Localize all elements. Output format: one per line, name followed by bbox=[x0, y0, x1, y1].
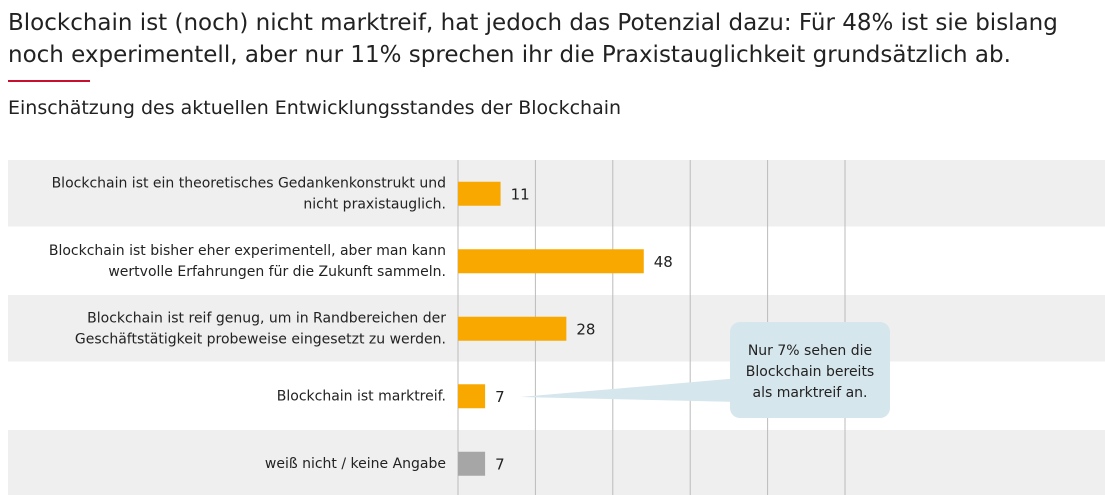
category-label: Blockchain ist bisher eher experimentell… bbox=[49, 243, 446, 259]
bar bbox=[458, 181, 501, 206]
chart-title: Blockchain ist (noch) nicht marktreif, h… bbox=[8, 10, 1058, 36]
category-label: Geschäftstätigkeit probeweise eingesetzt… bbox=[75, 331, 446, 347]
bar bbox=[458, 316, 567, 341]
annotation: Blockchain bereits bbox=[746, 364, 874, 380]
bar bbox=[458, 384, 486, 409]
data-label: 7 bbox=[495, 455, 505, 473]
title-underline bbox=[8, 80, 90, 82]
data-label: 7 bbox=[495, 388, 505, 406]
data-label: 28 bbox=[576, 320, 595, 338]
category-label: wertvolle Erfahrungen für die Zukunft sa… bbox=[108, 264, 446, 280]
category-label: nicht praxistauglich. bbox=[303, 196, 446, 212]
chart-subtitle: Einschätzung des aktuellen Entwicklungss… bbox=[8, 97, 621, 119]
data-label: 48 bbox=[654, 253, 673, 271]
bar bbox=[458, 249, 644, 274]
callout-box bbox=[730, 322, 890, 418]
bar bbox=[458, 451, 486, 476]
data-label: 11 bbox=[511, 185, 530, 203]
annotation: Nur 7% sehen die bbox=[748, 343, 872, 359]
category-label: Blockchain ist ein theoretisches Gedanke… bbox=[52, 175, 446, 191]
category-label: weiß nicht / keine Angabe bbox=[265, 456, 446, 472]
annotation: als marktreif an. bbox=[752, 385, 867, 401]
callout-tail bbox=[520, 378, 740, 402]
category-label: Blockchain ist marktreif. bbox=[277, 388, 446, 404]
row-band bbox=[8, 160, 1105, 227]
row-band bbox=[8, 430, 1105, 495]
chart-title: noch experimentell, aber nur 11% spreche… bbox=[8, 42, 1011, 68]
category-label: Blockchain ist reif genug, um in Randber… bbox=[87, 310, 446, 326]
